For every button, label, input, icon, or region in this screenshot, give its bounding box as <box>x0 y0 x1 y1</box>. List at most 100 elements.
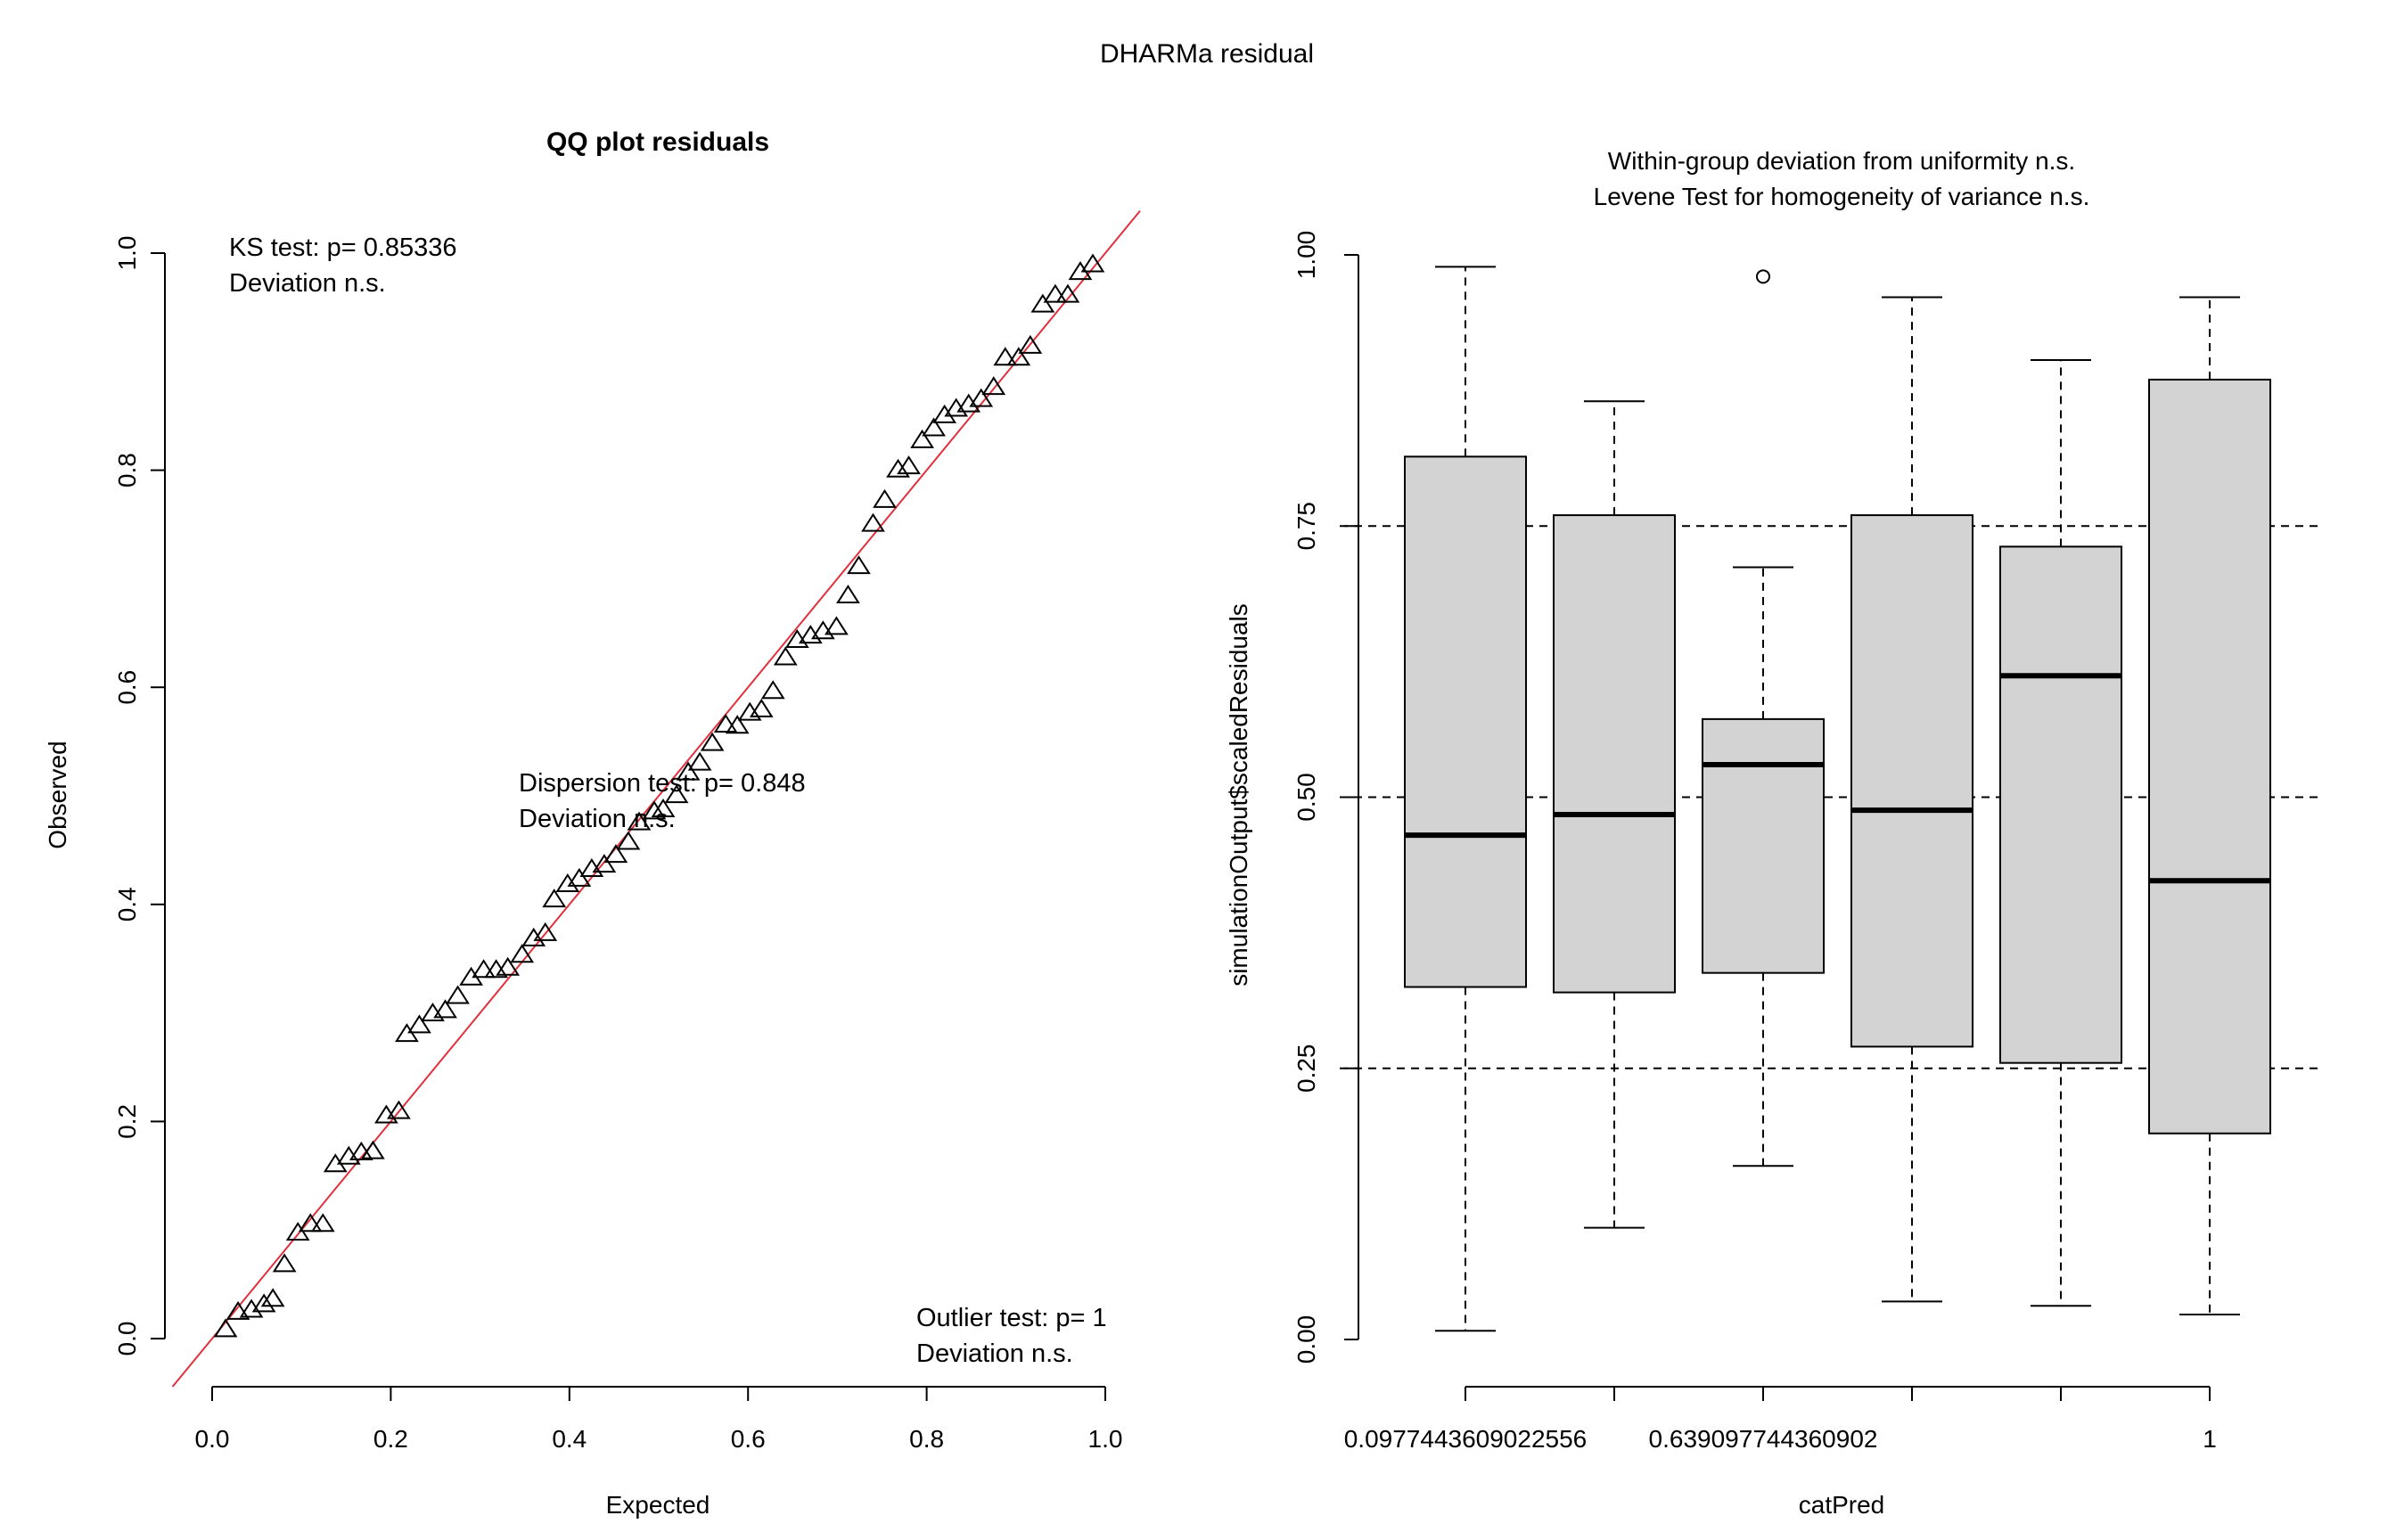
qq-point <box>825 616 849 635</box>
qq-x-tick-label: 1.0 <box>1088 1425 1123 1453</box>
boxplot-group <box>1404 266 1527 1332</box>
dispersion-deviation-text: Deviation n.s. <box>519 805 676 833</box>
qq-point <box>360 1140 385 1159</box>
qq-point <box>993 347 1018 366</box>
qq-point <box>542 889 567 908</box>
boxplot-y-tick-label: 0.25 <box>1292 1044 1320 1094</box>
boxplot-boxes <box>1404 266 2271 1332</box>
qq-point <box>664 784 689 804</box>
qq-point <box>567 867 592 887</box>
qq-point <box>956 393 981 413</box>
qq-point <box>592 854 617 873</box>
qq-point <box>886 458 910 478</box>
qq-point <box>555 873 580 893</box>
qq-points <box>213 253 1105 1338</box>
qq-point <box>1006 347 1031 366</box>
qq-annotations: KS test: p= 0.85336 Deviation n.s. Dispe… <box>229 233 1107 1368</box>
boxplot-box <box>1850 514 1973 1048</box>
qq-point <box>310 1213 335 1233</box>
qq-point <box>713 713 738 733</box>
boxplot-panel: Within-group deviation from uniformity n… <box>1225 147 2319 1519</box>
qq-point <box>922 417 946 437</box>
qq-point <box>910 429 934 448</box>
boxplot-group <box>2148 296 2271 1316</box>
qq-point <box>969 388 994 407</box>
qq-y-tick-label: 0.4 <box>113 887 141 922</box>
qq-point <box>1080 253 1105 273</box>
qq-x-tick-label: 0.0 <box>195 1425 230 1453</box>
boxplot-x-tick-label: 0.639097744360902 <box>1649 1425 1878 1453</box>
qq-point <box>251 1293 276 1313</box>
boxplot-y-tick-label: 1.00 <box>1292 231 1320 280</box>
boxplot-group <box>1553 400 1676 1229</box>
qq-point <box>651 798 676 817</box>
qq-point <box>510 944 535 963</box>
boxplot-axes: 0.00 0.25 0.50 0.75 1.00 0.0977443609022556 0.… <box>1292 231 2217 1453</box>
qq-x-tick-label: 0.8 <box>909 1425 944 1453</box>
qq-x-tick-label: 0.2 <box>373 1425 408 1453</box>
boxplot-box <box>1702 717 1825 974</box>
qq-point <box>387 1100 411 1119</box>
boxplot-y-tick-label: 0.75 <box>1292 502 1320 551</box>
boxplot-group <box>1999 359 2122 1307</box>
qq-point <box>521 927 546 946</box>
qq-y-axis-label: Observed <box>44 741 71 848</box>
ks-deviation-text: Deviation n.s. <box>229 269 386 298</box>
qq-point <box>687 751 712 771</box>
qq-point <box>873 488 897 508</box>
qq-point <box>213 1318 238 1338</box>
qq-point <box>627 811 652 831</box>
qq-point <box>496 956 521 976</box>
qq-point <box>226 1300 250 1320</box>
boxplot-outlier <box>1756 269 1770 284</box>
ks-test-text: KS test: p= 0.85336 <box>229 233 457 262</box>
qq-point <box>239 1298 264 1318</box>
outlier-deviation-text: Deviation n.s. <box>916 1339 1073 1368</box>
figure-title: DHARMa residual <box>1100 39 1314 69</box>
qq-point <box>1018 334 1043 354</box>
boxplot-box <box>1404 455 1527 988</box>
qq-point <box>749 698 774 717</box>
qq-point <box>676 761 701 781</box>
boxplot-y-tick-label: 0.50 <box>1292 773 1320 822</box>
qq-point <box>533 922 558 941</box>
qq-point <box>700 732 725 751</box>
qq-y-tick-label: 0.8 <box>113 453 141 487</box>
boxplot-group <box>1850 296 1973 1303</box>
qq-x-axis-label: Expected <box>606 1491 710 1519</box>
boxplot-x-tick-label: 1 <box>2203 1425 2217 1453</box>
qq-plot-title: QQ plot residuals <box>546 127 769 157</box>
qq-point <box>407 1014 431 1034</box>
qq-point <box>1043 283 1068 303</box>
boxplot-y-axis-label: simulationOutput$scaledResiduals <box>1225 603 1252 987</box>
qq-point <box>773 646 798 666</box>
dispersion-test-text: Dispersion test: p= 0.848 <box>519 769 806 798</box>
qq-point <box>616 831 641 850</box>
boxplot-x-tick-label: 0.0977443609022556 <box>1344 1425 1588 1453</box>
qq-point <box>932 404 957 423</box>
qq-point <box>642 800 667 820</box>
qq-point <box>836 585 860 604</box>
qq-y-tick-label: 0.0 <box>113 1322 141 1356</box>
qq-x-tick-label: 0.6 <box>731 1425 766 1453</box>
qq-point <box>760 680 785 700</box>
qq-point <box>472 959 496 979</box>
boxplot-box <box>1553 514 1676 994</box>
qq-plot-panel: QQ plot residuals Expected Observed 0.0 0… <box>44 127 1141 1519</box>
qq-point <box>603 844 628 864</box>
qq-point <box>861 512 885 532</box>
qq-point <box>897 455 921 475</box>
boxplot-subtitle: Levene Test for homogeneity of variance … <box>1594 183 2090 210</box>
qq-point <box>446 985 470 1004</box>
boxplot-box <box>1999 545 2122 1064</box>
boxplot-group <box>1702 269 1825 1167</box>
qq-point <box>1030 293 1055 313</box>
boxplot-box <box>2148 378 2271 1135</box>
qq-x-tick-label: 0.4 <box>552 1425 587 1453</box>
boxplot-y-tick-label: 0.00 <box>1292 1315 1320 1364</box>
qq-point <box>847 555 871 575</box>
qq-point <box>1055 283 1080 303</box>
boxplot-x-axis-label: catPred <box>1799 1491 1885 1519</box>
